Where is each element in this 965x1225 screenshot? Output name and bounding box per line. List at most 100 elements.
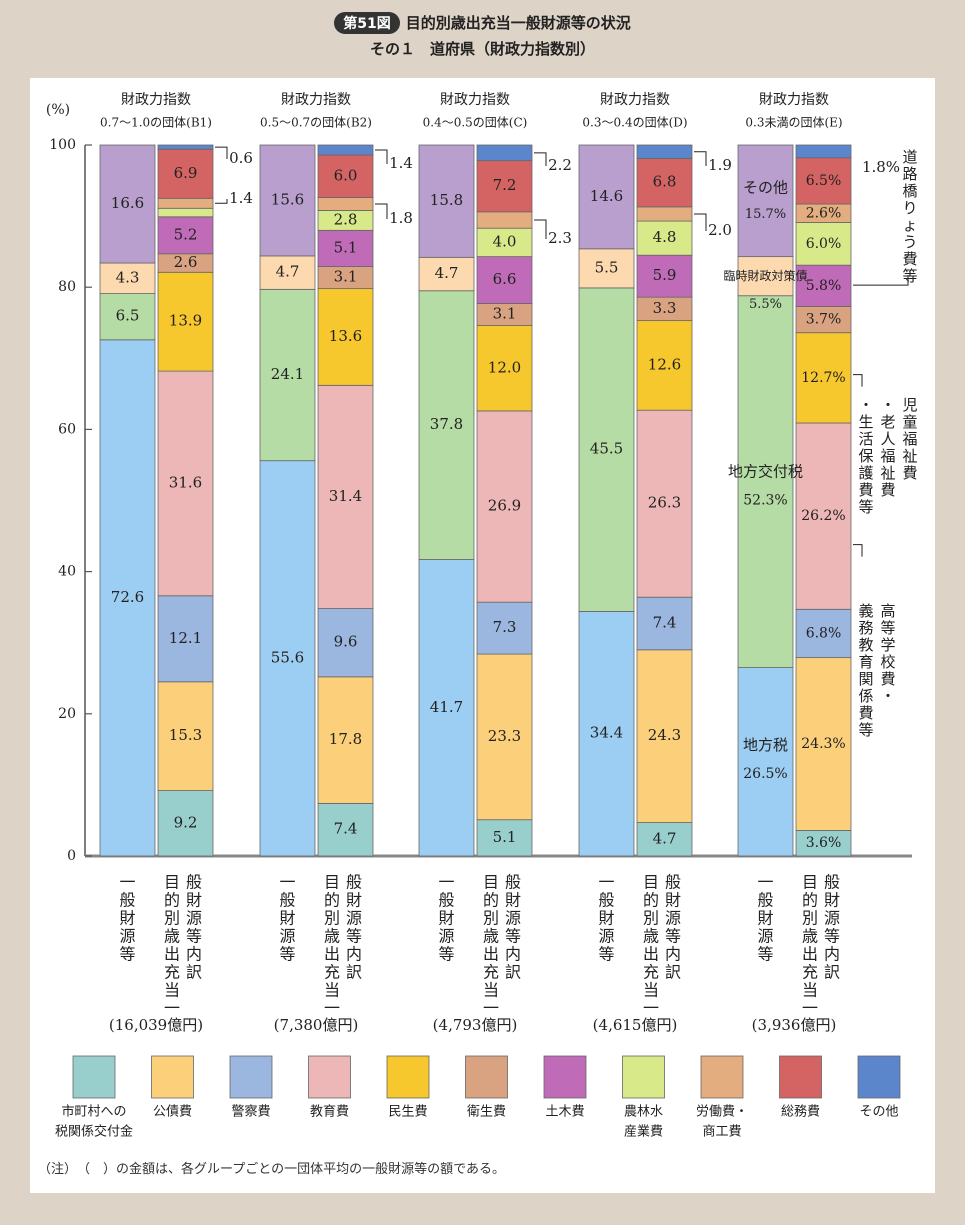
purpose-segment <box>795 305 852 334</box>
purpose-value-label: 23.3 <box>488 727 521 745</box>
purpose-segment <box>795 144 852 159</box>
footnote: （注） （ ）の金額は、各グループごとの一団体平均の一般財源等の額である。 <box>38 1162 505 1177</box>
purpose-value-label: 6.0% <box>806 236 842 252</box>
legend-label: 民生費 <box>388 1105 427 1120</box>
general-segment <box>578 611 635 857</box>
purpose-segment <box>317 288 374 386</box>
purpose-value-label: 3.3 <box>653 299 677 317</box>
purpose-segment <box>157 271 214 372</box>
general-value-label: 5.5 <box>595 258 619 276</box>
purpose-axis-char: 般 <box>824 873 840 892</box>
purpose-value-label: 26.2% <box>801 508 845 524</box>
general-value-label: 臨時財政対策債 <box>723 268 807 283</box>
general-axis-char: 一 <box>279 873 295 892</box>
general-axis-char: 財 <box>119 909 135 928</box>
page-title: 第51図 目的別歳出充当一般財源等の状況 その１ 道府県（財政力指数別） <box>0 12 965 59</box>
purpose-axis-char: 的 <box>802 891 818 910</box>
purpose-segment <box>317 197 374 211</box>
legend-swatch <box>151 1055 194 1099</box>
purpose-axis-char: 歳 <box>324 927 340 946</box>
purpose-axis-char: 内 <box>824 945 840 964</box>
general-segment <box>737 144 794 258</box>
side-annotation: 祉 <box>902 447 917 465</box>
side-annotation: ょ <box>902 216 917 234</box>
general-value-label: 34.4 <box>590 724 623 742</box>
general-value-label: 6.5 <box>116 307 140 325</box>
general-axis-char: 財 <box>757 909 773 928</box>
purpose-axis-char: 充 <box>164 963 180 982</box>
legend-label: 税関係交付金 <box>55 1124 133 1140</box>
purpose-axis-char: 的 <box>643 891 659 910</box>
general-value-label: 41.7 <box>430 698 463 716</box>
group-header-sub: 0.4～0.5の団体(C) <box>423 116 528 130</box>
chart-panel: (%) 0 20 40 60 80 100 財政力指数 0.7～1.0の団体(B1) 72.6 6.… <box>30 78 935 1193</box>
general-segment <box>737 295 794 668</box>
general-segment <box>99 293 156 341</box>
purpose-axis-char: 的 <box>483 891 499 910</box>
callout-line <box>853 544 863 557</box>
general-value-label: 15.8 <box>430 191 463 209</box>
purpose-segment <box>795 608 852 659</box>
purpose-segment <box>317 802 374 857</box>
general-axis-char: 源 <box>119 927 135 946</box>
group-header-sub: 0.5～0.7の団体(B2) <box>260 116 372 130</box>
general-axis-char: 源 <box>279 927 295 946</box>
general-axis-char: 般 <box>119 891 135 910</box>
general-segment <box>737 256 794 297</box>
general-axis-char: 財 <box>598 909 614 928</box>
general-value-label: 14.6 <box>590 187 623 205</box>
purpose-axis-char: 財 <box>824 891 840 910</box>
group-header: 財政力指数 <box>121 92 191 108</box>
purpose-value-label: 4.7 <box>653 829 677 847</box>
purpose-segment <box>157 197 214 209</box>
purpose-small-label: 2.0 <box>708 221 732 239</box>
purpose-small-label: 1.9 <box>708 156 732 174</box>
y-tick-label: 40 <box>58 564 76 580</box>
general-value-label: 72.6 <box>111 588 144 606</box>
purpose-axis-char: 的 <box>324 891 340 910</box>
purpose-axis-char: 訳 <box>665 963 681 982</box>
purpose-value-label: 9.6 <box>334 633 358 651</box>
purpose-axis-char: 歳 <box>643 927 659 946</box>
y-tick-label: 80 <box>58 279 76 295</box>
y-axis-unit: (%) <box>46 102 70 118</box>
general-value-label: 地方交付税 <box>728 463 803 481</box>
side-annotation: 育 <box>858 653 873 671</box>
group-amount: (16,039億円) <box>109 1016 203 1034</box>
general-value-label: 15.7% <box>745 207 786 222</box>
group-amount: (4,615億円) <box>593 1016 678 1034</box>
side-annotation: 校 <box>880 653 895 671</box>
general-value-label: 地方税 <box>743 736 788 754</box>
purpose-segment <box>157 216 214 255</box>
purpose-value-label: 7.3 <box>493 618 517 636</box>
purpose-axis-char: 源 <box>505 909 521 928</box>
general-axis-char: 源 <box>757 927 773 946</box>
purpose-value-label: 15.3 <box>169 726 202 744</box>
purpose-value-label: 6.5% <box>806 173 842 189</box>
side-annotation: 保 <box>858 447 873 465</box>
purpose-value-label: 6.9 <box>174 164 198 182</box>
general-axis-char: 財 <box>438 909 454 928</box>
side-annotation: 等 <box>880 619 895 637</box>
group-header-sub: 0.7～1.0の団体(B1) <box>100 116 212 130</box>
legend-label: 教育費 <box>310 1104 349 1120</box>
purpose-segment <box>795 830 852 857</box>
callout-line <box>853 374 863 387</box>
side-annotation: 路 <box>902 165 917 183</box>
purpose-value-label: 24.3% <box>801 736 845 752</box>
legend-swatch <box>543 1055 587 1099</box>
callout-line <box>534 152 547 166</box>
purpose-axis-char: 財 <box>186 891 202 910</box>
purpose-axis-char: 目 <box>483 873 499 892</box>
side-annotation: う <box>902 233 917 251</box>
group-header-sub: 0.3～0.4の団体(D) <box>582 116 687 130</box>
purpose-axis-char: 歳 <box>164 927 180 946</box>
general-axis-char: 等 <box>438 945 454 964</box>
title-subtitle: その１ 道府県（財政力指数別） <box>369 40 595 58</box>
purpose-axis-char: 充 <box>802 963 818 982</box>
general-segment <box>418 144 475 258</box>
general-axis-char: 等 <box>598 945 614 964</box>
callout-line <box>215 199 228 204</box>
purpose-value-label: 7.2 <box>493 176 517 194</box>
purpose-axis-char: 一 <box>643 999 659 1018</box>
